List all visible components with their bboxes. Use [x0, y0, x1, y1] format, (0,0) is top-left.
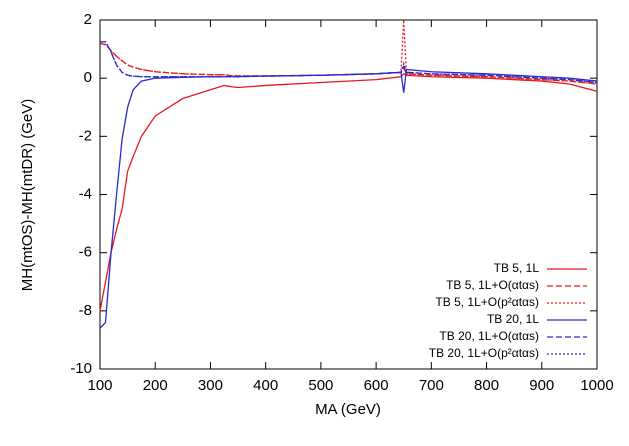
y-axis-label: MH(mtOS)-MH(mtDR) (GeV)	[19, 99, 36, 291]
x-tick-label: 400	[253, 377, 278, 394]
x-tick-label: 600	[364, 377, 389, 394]
y-tick-label: -2	[79, 127, 92, 144]
y-tick-label: -4	[79, 185, 92, 202]
series-line	[100, 41, 598, 84]
x-tick-label: 100	[87, 377, 112, 394]
legend-label: TB 20, 1L	[487, 312, 539, 326]
series-line	[99, 72, 598, 311]
y-tick-label: -8	[79, 302, 92, 319]
x-tick-label: 500	[308, 377, 333, 394]
x-tick-label: 300	[198, 377, 223, 394]
x-tick-label: 700	[419, 377, 444, 394]
x-tick-label: 200	[143, 377, 168, 394]
legend-label: TB 5, 1L+O(αtαs)	[446, 278, 539, 292]
legend-label: TB 20, 1L+O(αtαs)	[439, 329, 539, 343]
y-tick-label: -10	[70, 360, 92, 377]
x-axis-label: MA (GeV)	[315, 401, 381, 418]
y-tick-label: 2	[84, 11, 92, 28]
x-tick-label: 1000	[580, 377, 613, 394]
x-tick-label: 800	[474, 377, 499, 394]
x-tick-label: 900	[529, 377, 554, 394]
series-line	[99, 68, 598, 329]
legend-label: TB 5, 1L	[494, 261, 540, 275]
y-tick-label: 0	[84, 69, 92, 86]
legend-label: TB 20, 1L+O(p²αtαs)	[429, 346, 539, 360]
y-tick-label: -6	[79, 244, 92, 261]
legend-label: TB 5, 1L+O(p²αtαs)	[435, 295, 539, 309]
